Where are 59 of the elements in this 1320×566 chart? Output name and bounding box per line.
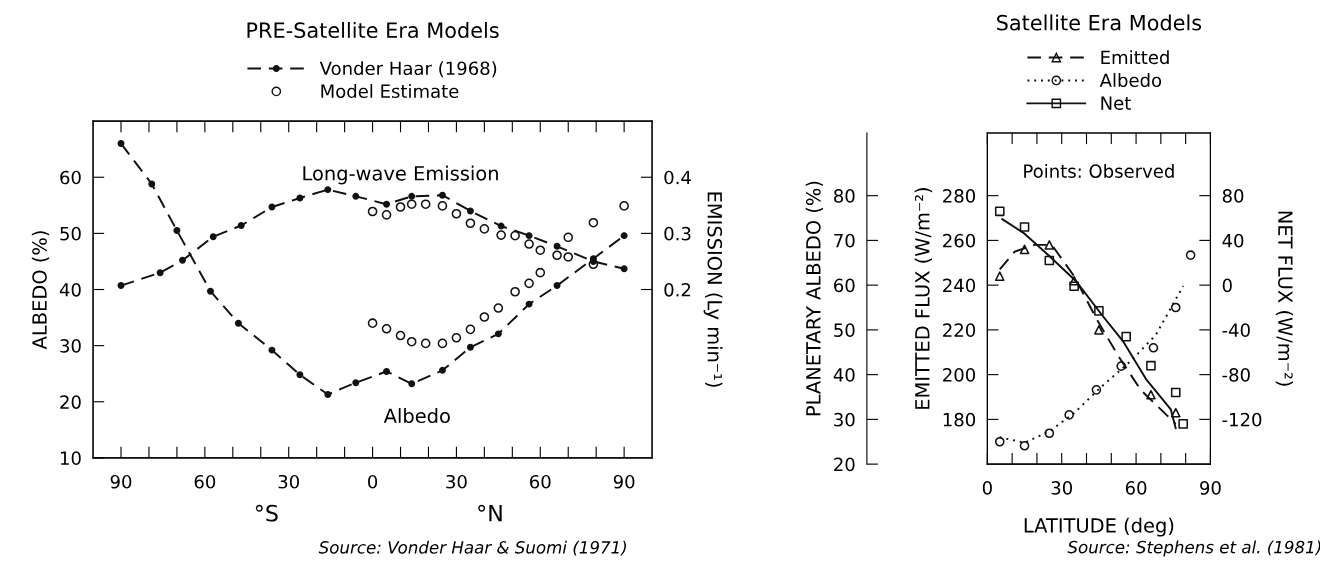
x-tick-label: 90 <box>613 474 635 489</box>
x-tick-label: 30 <box>446 474 467 489</box>
x-tick-label: 90 <box>1200 481 1221 495</box>
x-tick-label: 60 <box>1125 481 1147 495</box>
y2-tick-label: -80 <box>1222 368 1250 382</box>
chart-title: Satellite Era Models <box>997 14 1202 31</box>
y2-tick-label: -120 <box>1222 412 1262 427</box>
legend-label: Model Estimate <box>321 84 459 99</box>
y-axis-title: ALBEDO (%) <box>31 231 50 350</box>
y-tick-label: 280 <box>943 189 976 203</box>
y-tick-label: 20 <box>60 395 81 409</box>
y2-tick-label: 40 <box>1222 233 1244 248</box>
y-tick-label: 10 <box>60 451 81 466</box>
y3-tick-label: 50 <box>834 323 855 337</box>
y3-tick-label: 80 <box>834 189 855 203</box>
x-tick-label: 60 <box>194 474 216 489</box>
source-note: Source: Stephens et al. (1981) <box>1067 540 1320 557</box>
x-tick-label: 90 <box>110 474 132 489</box>
source-note: Source: Vonder Haar & Suomi (1971) <box>318 540 626 556</box>
y-tick-label: 200 <box>943 368 976 382</box>
y2-tick-label: 0.2 <box>664 282 691 297</box>
y2-tick-label: 0 <box>1222 278 1232 293</box>
text: °N <box>478 504 502 522</box>
y2-axis-title: EMISSION (Ly min⁻¹) <box>703 192 723 387</box>
legend-label: Net <box>1101 96 1131 110</box>
y3-tick-label: 20 <box>834 457 855 472</box>
annotation: Points: Observed <box>1024 164 1174 178</box>
y2-tick-label: 0.3 <box>664 226 691 241</box>
legend-label: Albedo <box>1099 73 1162 88</box>
y3-tick-label: 70 <box>834 233 855 248</box>
legend-label: Vonder Haar (1968) <box>319 61 497 78</box>
y3-axis-title: PLANETARY ALBEDO (%) <box>805 181 823 416</box>
text: °S <box>255 504 278 522</box>
y-tick-label: 180 <box>943 412 976 427</box>
y-tick-label: 30 <box>60 339 81 353</box>
y-tick-label: 40 <box>59 282 81 297</box>
chart-title: PRE-Satellite Era Models <box>247 21 499 39</box>
y-axis-title: EMITTED FLUX (W/m⁻²) <box>914 188 932 409</box>
y2-axis-title: NET FLUX (W/m⁻²) <box>1275 211 1294 386</box>
y-tick-label: 260 <box>943 233 976 248</box>
y2-tick-label: 0.4 <box>664 170 691 185</box>
annotation: Long-wave Emission <box>303 165 498 185</box>
legend-label: Emitted <box>1101 50 1169 65</box>
x-axis-title: LATITUDE (deg) <box>1024 517 1174 537</box>
y3-tick-label: 60 <box>834 278 855 293</box>
y2-tick-label: 80 <box>1222 189 1244 203</box>
y-tick-label: 60 <box>60 170 81 185</box>
y-tick-label: 240 <box>943 278 976 293</box>
y2-tick-label: -40 <box>1222 323 1250 337</box>
x-tick-label: 0 <box>982 481 992 495</box>
x-tick-label: 60 <box>530 474 551 489</box>
x-tick-label: 0 <box>368 474 378 489</box>
y-tick-label: 220 <box>943 323 976 337</box>
y3-tick-label: 30 <box>834 412 855 427</box>
x-tick-label: 30 <box>1051 481 1073 495</box>
y-tick-label: 50 <box>60 226 81 241</box>
x-tick-label: 30 <box>278 474 300 489</box>
annotation: Albedo <box>383 408 450 424</box>
y3-tick-label: 40 <box>833 368 855 382</box>
